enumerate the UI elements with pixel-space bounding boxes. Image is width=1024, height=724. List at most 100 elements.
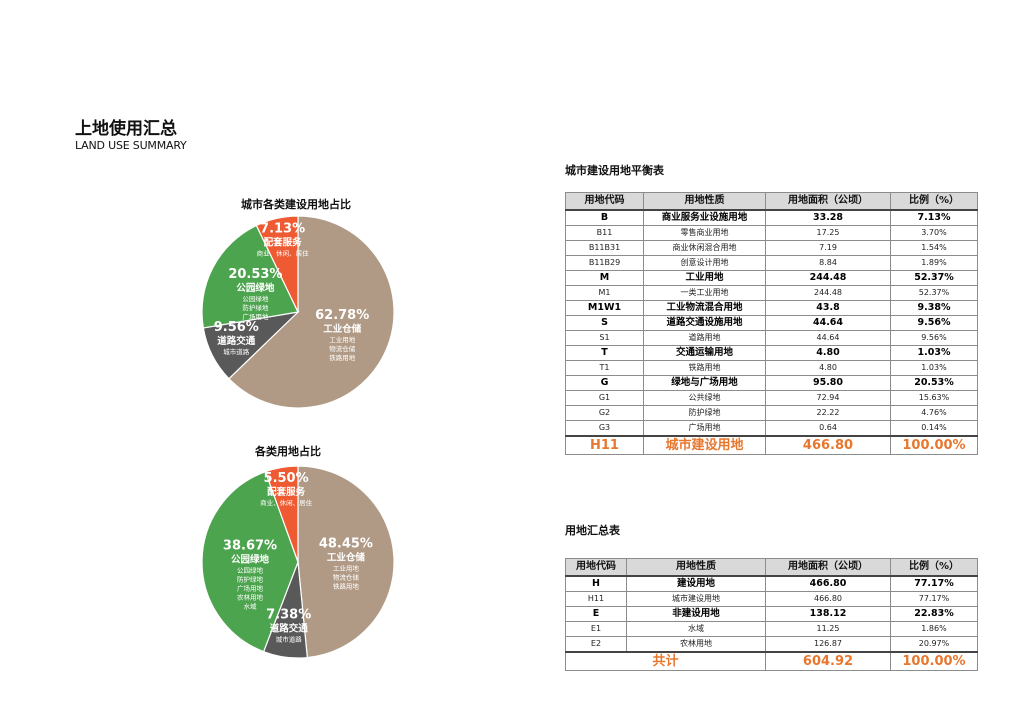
slice-item-label: 工业用地 xyxy=(329,335,356,344)
slice-percent-label: 62.78% xyxy=(315,308,369,323)
cell-ratio: 0.14% xyxy=(890,420,978,437)
pie-slice-4 xyxy=(264,465,299,563)
slice-item-label: 公园绿地 xyxy=(237,566,264,575)
slice-category-label: 工业仓储 xyxy=(327,552,366,564)
slice-category-label: 配套服务 xyxy=(264,237,303,249)
cell-area: 244.48 xyxy=(765,270,891,286)
cell-type: 工业用地 xyxy=(643,270,766,286)
slice-item-label: 防护绿地 xyxy=(242,303,269,312)
slice-category-label: 道路交通 xyxy=(270,623,309,635)
cell-area: 0.64 xyxy=(765,420,891,437)
cell-code: G3 xyxy=(565,420,644,437)
cell-code: T xyxy=(565,345,644,361)
cell-area: 11.25 xyxy=(765,621,891,637)
cell-ratio: 77.17% xyxy=(890,591,978,607)
cell-type: 农林用地 xyxy=(626,636,766,653)
cell-type: 商业休闲混合用地 xyxy=(643,240,766,256)
table-row: B11B29 创意设计用地 8.84 1.89% xyxy=(565,255,978,271)
cell-area: 244.48 xyxy=(765,285,891,301)
pie-slice-3 xyxy=(201,224,299,329)
slice-item-label: 铁路用地 xyxy=(329,353,356,362)
pie-slice-1 xyxy=(228,215,395,409)
cell-type: 城市建设用地 xyxy=(626,591,766,607)
cell-type: 绿地与广场用地 xyxy=(643,375,766,391)
pie1-title: 城市各类建设用地占比 xyxy=(241,198,351,211)
cell-type: 道路用地 xyxy=(643,330,766,346)
land-summary-table: 用地代码 用地性质 用地面积（公顷） 比例（%） H 建设用地 466.80 77.1… xyxy=(565,558,978,671)
slice-percent-label: 38.67% xyxy=(223,539,277,554)
cell-ratio: 52.37% xyxy=(890,285,978,301)
cell-code: T1 xyxy=(565,360,644,376)
cell-code: G2 xyxy=(565,405,644,421)
cell-area: 466.80 xyxy=(765,591,891,607)
pie2-title: 各类用地占比 xyxy=(255,445,321,458)
cell-code: S1 xyxy=(565,330,644,346)
slice-item-label: 农林用地 xyxy=(237,593,264,602)
cell-type: 水域 xyxy=(626,621,766,637)
slice-category-label: 配套服务 xyxy=(267,486,306,498)
slice-item-label: 广场用地 xyxy=(237,584,264,593)
cell-type: 商业服务业设施用地 xyxy=(643,209,766,226)
slice-item-label: 防护绿地 xyxy=(237,575,264,584)
cell-ratio: 1.54% xyxy=(890,240,978,256)
total-cell-ratio: 100.00% xyxy=(890,435,978,455)
cell-ratio: 77.17% xyxy=(890,575,978,592)
pie-chart-all-land: 48.45%工业仓储工业用地物流仓储铁路用地7.38%道路交通城市道路38.67… xyxy=(201,465,395,659)
table-row: S1 道路用地 44.64 9.56% xyxy=(565,330,978,346)
table-body: B 商业服务业设施用地 33.28 7.13% B11 零售商业用地 17.25 3.70% B… xyxy=(565,209,978,455)
slice-percent-label: 20.53% xyxy=(228,267,282,282)
table-row: T1 铁路用地 4.80 1.03% xyxy=(565,360,978,376)
cell-code: G1 xyxy=(565,390,644,406)
cell-area: 4.80 xyxy=(765,345,891,361)
slice-item-label: 商业、休闲、居住 xyxy=(260,498,313,507)
cell-type: 建设用地 xyxy=(626,575,766,592)
cell-ratio: 9.56% xyxy=(890,330,978,346)
cell-ratio: 20.53% xyxy=(890,375,978,391)
slice-category-label: 道路交通 xyxy=(217,335,256,347)
cell-ratio: 22.83% xyxy=(890,606,978,622)
cell-code: B11B31 xyxy=(565,240,644,256)
cell-type: 工业物流混合用地 xyxy=(643,300,766,316)
cell-area: 44.64 xyxy=(765,315,891,331)
cell-code: B11 xyxy=(565,225,644,241)
slice-percent-label: 7.38% xyxy=(266,608,311,623)
page-subtitle: LAND USE SUMMARY xyxy=(75,139,187,152)
cell-code: M1W1 xyxy=(565,300,644,316)
col-header-ratio: 比例（%） xyxy=(890,192,978,211)
table-row: B 商业服务业设施用地 33.28 7.13% xyxy=(565,209,978,226)
table-header-row: 用地代码 用地性质 用地面积（公顷） 比例（%） xyxy=(565,558,978,577)
table-row: E2 农林用地 126.87 20.97% xyxy=(565,636,978,653)
cell-type: 道路交通设施用地 xyxy=(643,315,766,331)
total-cell-area: 466.80 xyxy=(765,435,891,455)
cell-code: E1 xyxy=(565,621,627,637)
cell-code: M1 xyxy=(565,285,644,301)
cell-type: 零售商业用地 xyxy=(643,225,766,241)
col-header-code: 用地代码 xyxy=(565,192,644,211)
table-row: E 非建设用地 138.12 22.83% xyxy=(565,606,978,622)
cell-type: 非建设用地 xyxy=(626,606,766,622)
page-title: 上地使用汇总 xyxy=(75,119,177,139)
slice-item-label: 城市道路 xyxy=(276,635,303,644)
slice-item-label: 物流仓储 xyxy=(333,573,360,582)
cell-code: B11B29 xyxy=(565,255,644,271)
cell-area: 33.28 xyxy=(765,209,891,226)
total-row: H11 城市建设用地 466.80 100.00% xyxy=(565,435,978,455)
slice-item-label: 城市道路 xyxy=(223,347,250,356)
cell-type: 交通运输用地 xyxy=(643,345,766,361)
cell-type: 广场用地 xyxy=(643,420,766,437)
cell-ratio: 7.13% xyxy=(890,209,978,226)
cell-area: 4.80 xyxy=(765,360,891,376)
cell-ratio: 15.63% xyxy=(890,390,978,406)
cell-area: 72.94 xyxy=(765,390,891,406)
slice-item-label: 工业用地 xyxy=(333,564,360,573)
table-row: M1W1 工业物流混合用地 43.8 9.38% xyxy=(565,300,978,316)
table1-title: 城市建设用地平衡表 xyxy=(565,164,664,177)
cell-code: H11 xyxy=(565,591,627,607)
slice-category-label: 公园绿地 xyxy=(231,554,270,566)
